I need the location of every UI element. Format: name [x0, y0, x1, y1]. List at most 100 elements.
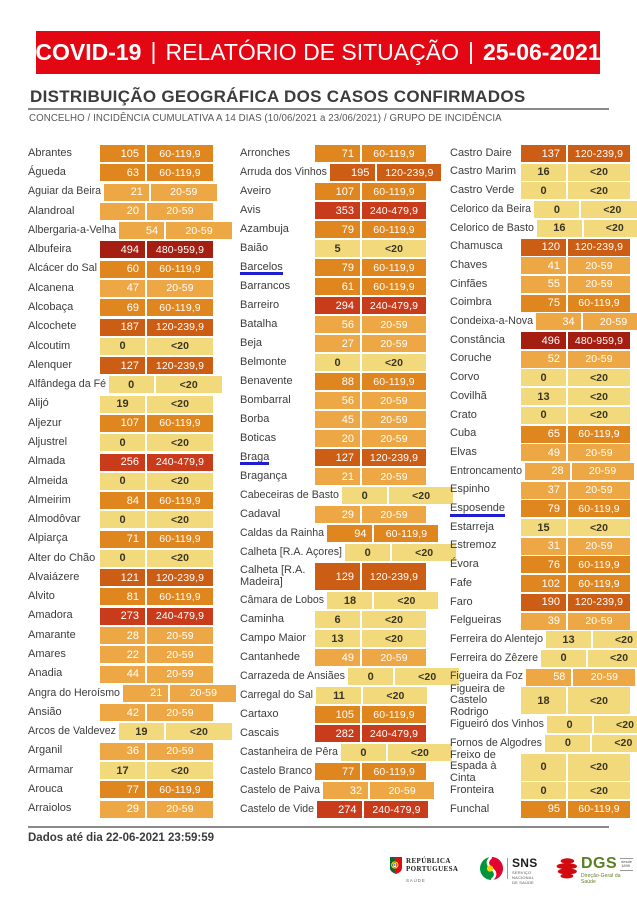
case-count-cell: 77 — [100, 781, 145, 799]
table-row: Alcoutim 0 <20 — [28, 337, 213, 355]
municipality-name: Alcochete — [28, 320, 77, 333]
case-count-cell: 45 — [315, 411, 360, 428]
municipality-name: Ansião — [28, 705, 62, 718]
table-row: Barcelos 79 60-119,9 — [240, 259, 426, 276]
banner-separator: | — [467, 38, 474, 64]
case-count-cell: 187 — [100, 318, 145, 336]
incidence-group-cell: <20 — [389, 487, 454, 504]
municipality-name: Almeida — [28, 474, 68, 487]
case-count-cell: 0 — [100, 511, 145, 529]
table-row: Felgueiras 39 20-59 — [450, 612, 630, 630]
sns-acronym: SNS — [511, 856, 538, 870]
table-row: Alcochete 187 120-239,9 — [28, 318, 213, 336]
case-count-cell: 42 — [100, 704, 145, 722]
case-count-cell: 60 — [100, 260, 145, 278]
municipality-name: Alandroal — [28, 204, 75, 217]
table-row: Amadora 273 240-479,9 — [28, 607, 213, 625]
table-row: Fronteira 0 <20 — [450, 782, 630, 800]
table-row: Alvito 81 60-119,9 — [28, 588, 213, 606]
municipality-name: Castelo Branco — [240, 764, 312, 777]
table-row: Aljustrel 0 <20 — [28, 434, 213, 452]
sns-subtitle-2: DE SAÚDE — [511, 880, 535, 886]
table-row: Crato 0 <20 — [450, 406, 630, 424]
municipality-name: Abrantes — [28, 146, 73, 159]
municipality-name: Caminha — [240, 612, 285, 625]
municipality-name: Ferreira do Zêzere — [450, 651, 538, 664]
table-row: Estarreja 15 <20 — [450, 519, 630, 537]
table-row: Aljezur 107 60-119,9 — [28, 414, 213, 432]
municipality-name: Águeda — [28, 166, 66, 178]
incidence-group-cell: 120-239,9 — [147, 318, 213, 336]
table-row: Espinho 37 20-59 — [450, 481, 630, 499]
table-row: Funchal 95 60-119,9 — [450, 800, 630, 818]
table-row: Cabeceiras de Basto 0 <20 — [240, 487, 454, 504]
case-count-cell: 0 — [534, 201, 580, 219]
municipality-name: Arruda dos Vinhos — [240, 165, 327, 178]
case-count-cell: 107 — [315, 183, 360, 200]
case-count-cell: 107 — [100, 414, 145, 432]
municipality-name: Alijó — [28, 397, 49, 410]
case-count-cell: 353 — [315, 202, 360, 219]
case-count-cell: 94 — [327, 525, 373, 542]
municipality-name: Chaves — [450, 258, 488, 271]
banner-covid-label: COVID-19 — [35, 39, 142, 65]
case-count-cell: 496 — [521, 332, 566, 350]
municipality-name: Crato — [450, 408, 477, 421]
banner-date: 25-06-2021 — [482, 39, 601, 65]
table-row: Amares 22 20-59 — [28, 646, 213, 664]
case-count-cell: 18 — [521, 687, 566, 715]
incidence-group-cell: <20 — [568, 782, 630, 800]
incidence-group-cell: <20 — [387, 744, 452, 761]
incidence-group-cell: 20-59 — [147, 704, 213, 722]
municipality-name: Campo Maior — [240, 631, 307, 644]
table-row: Fafe 102 60-119,9 — [450, 575, 630, 593]
table-row: Azambuja 79 60-119,9 — [240, 221, 426, 238]
municipality-name: Cabeceiras de Basto — [240, 488, 339, 501]
municipality-name: Carrazeda de Ansiães — [240, 669, 345, 682]
table-row: Calheta [R.A. Açores] 0 <20 — [240, 544, 457, 561]
incidence-group-cell: 20-59 — [568, 612, 630, 630]
case-count-cell: 256 — [100, 453, 145, 471]
table-row: Celorico de Basto 16 <20 — [450, 219, 637, 237]
title-rule — [28, 108, 609, 110]
case-count-cell: 88 — [315, 373, 360, 390]
footer-logos: REPÚBLICA PORTUGUESA SAÚDE SNS SERVIÇO N… — [390, 855, 634, 895]
case-count-cell: 19 — [118, 723, 164, 741]
case-count-cell: 28 — [100, 627, 145, 645]
incidence-group-cell: 60-119,9 — [147, 260, 213, 278]
municipality-name: Alvito — [28, 590, 55, 603]
incidence-group-cell: 60-119,9 — [147, 414, 213, 432]
municipality-name: Câmara de Lobos — [240, 593, 325, 606]
incidence-group-cell: 60-119,9 — [147, 299, 213, 317]
case-count-cell: 11 — [316, 687, 362, 704]
incidence-group-cell: 120-239,9 — [568, 593, 630, 611]
municipality-name: Azambuja — [240, 222, 289, 235]
incidence-group-cell: 60-119,9 — [362, 259, 426, 276]
case-count-cell: 0 — [521, 782, 566, 800]
incidence-group-cell: 240-479,9 — [147, 453, 213, 471]
municipality-name: Freixo de Espada à Cinta — [450, 748, 497, 784]
incidence-group-cell: <20 — [362, 354, 426, 371]
municipality-name: Beja — [240, 336, 263, 349]
table-row: Freixo de Espada à Cinta 0 <20 — [450, 748, 630, 784]
municipality-name: Figueira da Foz — [450, 670, 523, 683]
incidence-group-cell: 60-119,9 — [362, 706, 426, 723]
incidence-group-cell: <20 — [147, 549, 213, 567]
municipality-name: Condeixa-a-Nova — [450, 315, 534, 328]
municipality-name: Albergaria-a-Velha — [28, 223, 117, 236]
municipality-name: Castelo de Vide — [240, 802, 314, 815]
case-count-cell: 27 — [315, 335, 360, 352]
incidence-group-cell: <20 — [147, 395, 213, 413]
table-row: Chaves 41 20-59 — [450, 257, 630, 275]
municipality-name: Castanheira de Pêra — [240, 745, 338, 758]
case-count-cell: 0 — [521, 406, 566, 424]
dgs-subtitle: Direção-Geral da Saúde — [580, 873, 621, 886]
incidence-group-cell: 20-59 — [571, 462, 634, 480]
case-count-cell: 28 — [524, 462, 570, 480]
municipality-name: Fafe — [450, 576, 473, 589]
municipality-name: Fornos de Algodres — [450, 736, 542, 749]
incidence-group-cell: <20 — [362, 611, 426, 628]
incidence-group-cell: 20-59 — [568, 481, 630, 499]
municipality-name: Calheta [R.A. Madeira] — [240, 563, 306, 588]
incidence-group-cell: <20 — [568, 519, 630, 537]
